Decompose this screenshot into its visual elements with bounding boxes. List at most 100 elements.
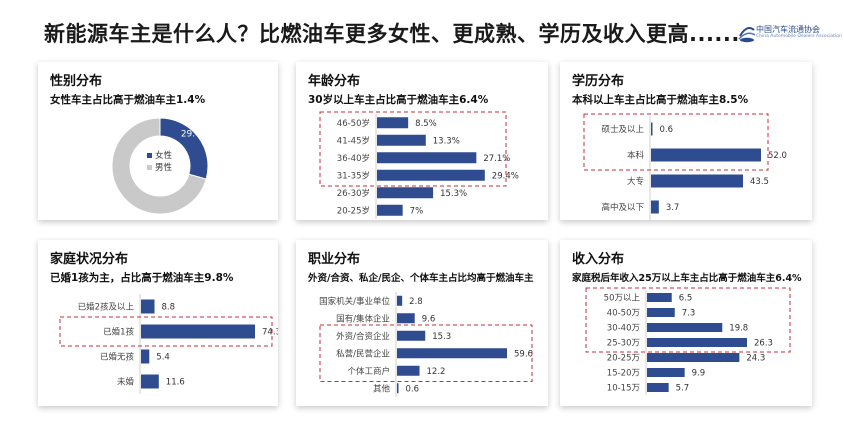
job-value-label: 59.6 xyxy=(514,349,533,359)
education-category-label: 本科 xyxy=(627,150,645,161)
family-value-label: 8.8 xyxy=(162,303,176,313)
age-panel-title: 年龄分布 xyxy=(308,74,361,89)
age-value-label: 13.3% xyxy=(433,136,460,146)
job-category-label: 私营/民营企业 xyxy=(336,348,390,359)
age-value-label: 8.5% xyxy=(415,119,437,129)
family-panel-title: 家庭状况分布 xyxy=(50,252,129,267)
education-panel-title: 学历分布 xyxy=(572,74,625,89)
education-panel-subtitle: 本科以上车主占比高于燃油车主8.5% xyxy=(572,94,749,106)
income-bar xyxy=(647,368,685,377)
age-category-label: 41-45岁 xyxy=(337,135,370,146)
age-category-label: 31-35岁 xyxy=(337,170,370,181)
family-bar xyxy=(141,324,255,339)
job-value-label: 0.6 xyxy=(406,384,420,394)
age-bar xyxy=(377,204,403,216)
job-bar xyxy=(397,330,426,341)
income-panel-subtitle: 家庭税后年收入25万以上车主占比高于燃油车主6.4% xyxy=(572,273,802,284)
education-value-label: 0.6 xyxy=(660,125,674,135)
gender-slice-label: 29.4% xyxy=(181,129,210,139)
education-value-label: 52.0 xyxy=(768,151,787,161)
job-category-label: 个体工商户 xyxy=(347,366,390,377)
income-value-label: 24.3 xyxy=(746,354,765,364)
income-bar xyxy=(647,353,740,362)
job-panel-title: 职业分布 xyxy=(308,252,361,267)
income-highlight-box xyxy=(585,287,791,353)
age-highlight-box xyxy=(319,111,507,187)
gender-legend-label: 女性 xyxy=(155,150,173,161)
job-bar xyxy=(397,383,399,394)
job-bar xyxy=(397,313,415,324)
education-panel: 学历分布 本科以上车主占比高于燃油车主8.5% 硕士及以上 0.6 本科 52.0 大专… xyxy=(560,62,812,220)
family-category-label: 已婚1孩 xyxy=(103,327,134,338)
age-category-label: 36-40岁 xyxy=(337,153,370,164)
income-bar xyxy=(647,323,723,332)
family-value-label: 74.3 xyxy=(262,328,278,338)
job-bar xyxy=(397,365,420,376)
job-category-label: 其他 xyxy=(373,383,391,394)
job-bar xyxy=(397,295,403,306)
age-bar xyxy=(377,169,485,181)
income-category-label: 15-20万 xyxy=(607,369,640,379)
family-highlight-box xyxy=(59,316,273,347)
income-value-label: 26.3 xyxy=(754,339,773,349)
family-value-label: 11.6 xyxy=(166,378,185,388)
education-bar xyxy=(651,174,744,188)
family-bar xyxy=(141,374,159,389)
association-logo: 中国汽车流通协会 China Automobile Dealers Associ… xyxy=(738,22,842,44)
income-bar-chart: 50万以上 6.5 40-50万 7.3 30-40万 19.8 25-30万 26.3 20-… xyxy=(585,287,791,395)
job-category-label: 外资/合资企业 xyxy=(336,331,390,342)
logo-emblem-icon xyxy=(738,27,756,43)
income-bar xyxy=(647,308,675,317)
income-bar xyxy=(647,293,672,302)
family-bar xyxy=(141,349,150,364)
income-category-label: 50万以上 xyxy=(604,294,641,304)
education-highlight-box xyxy=(583,113,769,171)
income-category-label: 40-50万 xyxy=(607,309,640,319)
age-panel: 年龄分布 30岁以上车主占比高于燃油车主6.4% 46-50岁 8.5% 41-45… xyxy=(296,62,548,220)
age-category-label: 20-25岁 xyxy=(337,205,370,216)
income-category-label: 30-40万 xyxy=(607,324,640,334)
job-value-label: 15.3 xyxy=(432,332,451,342)
income-panel: 收入分布 家庭税后年收入25万以上车主占比高于燃油车主6.4% 50万以上 6.5… xyxy=(560,240,812,406)
education-value-label: 43.5 xyxy=(750,177,769,187)
age-bar xyxy=(377,187,434,199)
income-value-label: 9.9 xyxy=(692,369,706,379)
income-panel-title: 收入分布 xyxy=(572,252,625,267)
education-category-label: 硕士及以上 xyxy=(601,124,644,135)
age-category-label: 46-50岁 xyxy=(337,118,370,129)
income-bar xyxy=(647,338,747,347)
job-value-label: 2.8 xyxy=(409,297,423,307)
income-category-label: 10-15万 xyxy=(607,384,640,394)
age-value-label: 15.3% xyxy=(440,189,467,199)
income-value-label: 6.5 xyxy=(679,294,693,304)
job-highlight-box xyxy=(319,324,533,382)
job-value-label: 12.2 xyxy=(427,367,446,377)
gender-panel-subtitle: 女性车主占比高于燃油车主1.4% xyxy=(50,94,206,106)
job-bar xyxy=(397,348,507,359)
family-category-label: 已婚无孩 xyxy=(100,352,135,363)
family-bar-chart: 已婚2孩及以上 8.8 已婚1孩 74.3 已婚无孩 5.4 未婚 11.6 xyxy=(59,294,278,394)
job-value-label: 9.6 xyxy=(422,314,436,324)
logo-subtext: China Automobile Dealers Association xyxy=(756,34,842,39)
family-category-label: 已婚2孩及以上 xyxy=(78,302,135,313)
age-value-label: 7% xyxy=(410,206,424,216)
job-bar-chart: 国家机关/事业单位 2.8 国有/集体企业 9.6 外资/合资企业 15.3 私营/民营企业… xyxy=(319,292,533,397)
family-panel: 家庭状况分布 已婚1孩为主，占比高于燃油车主9.8% 已婚2孩及以上 8.8 已婚1… xyxy=(38,240,278,406)
income-category-label: 25-30万 xyxy=(607,339,640,349)
family-bar xyxy=(141,299,155,314)
income-value-label: 19.8 xyxy=(729,324,748,334)
age-bar xyxy=(377,134,426,146)
age-category-label: 26-30岁 xyxy=(337,188,370,199)
age-value-label: 27.1% xyxy=(483,154,510,164)
gender-legend-swatch xyxy=(147,153,152,158)
logo-text: 中国汽车流通协会 xyxy=(756,25,820,34)
age-bar xyxy=(377,117,409,129)
education-category-label: 高中及以下 xyxy=(601,202,644,213)
education-bar-chart: 硕士及以上 0.6 本科 52.0 大专 43.5 高中及以下 3.7 xyxy=(583,113,787,220)
education-category-label: 大专 xyxy=(627,176,644,187)
age-bar xyxy=(377,152,477,164)
income-value-label: 7.3 xyxy=(682,309,696,319)
education-bar xyxy=(651,122,653,136)
gender-slice-1 xyxy=(111,117,207,215)
